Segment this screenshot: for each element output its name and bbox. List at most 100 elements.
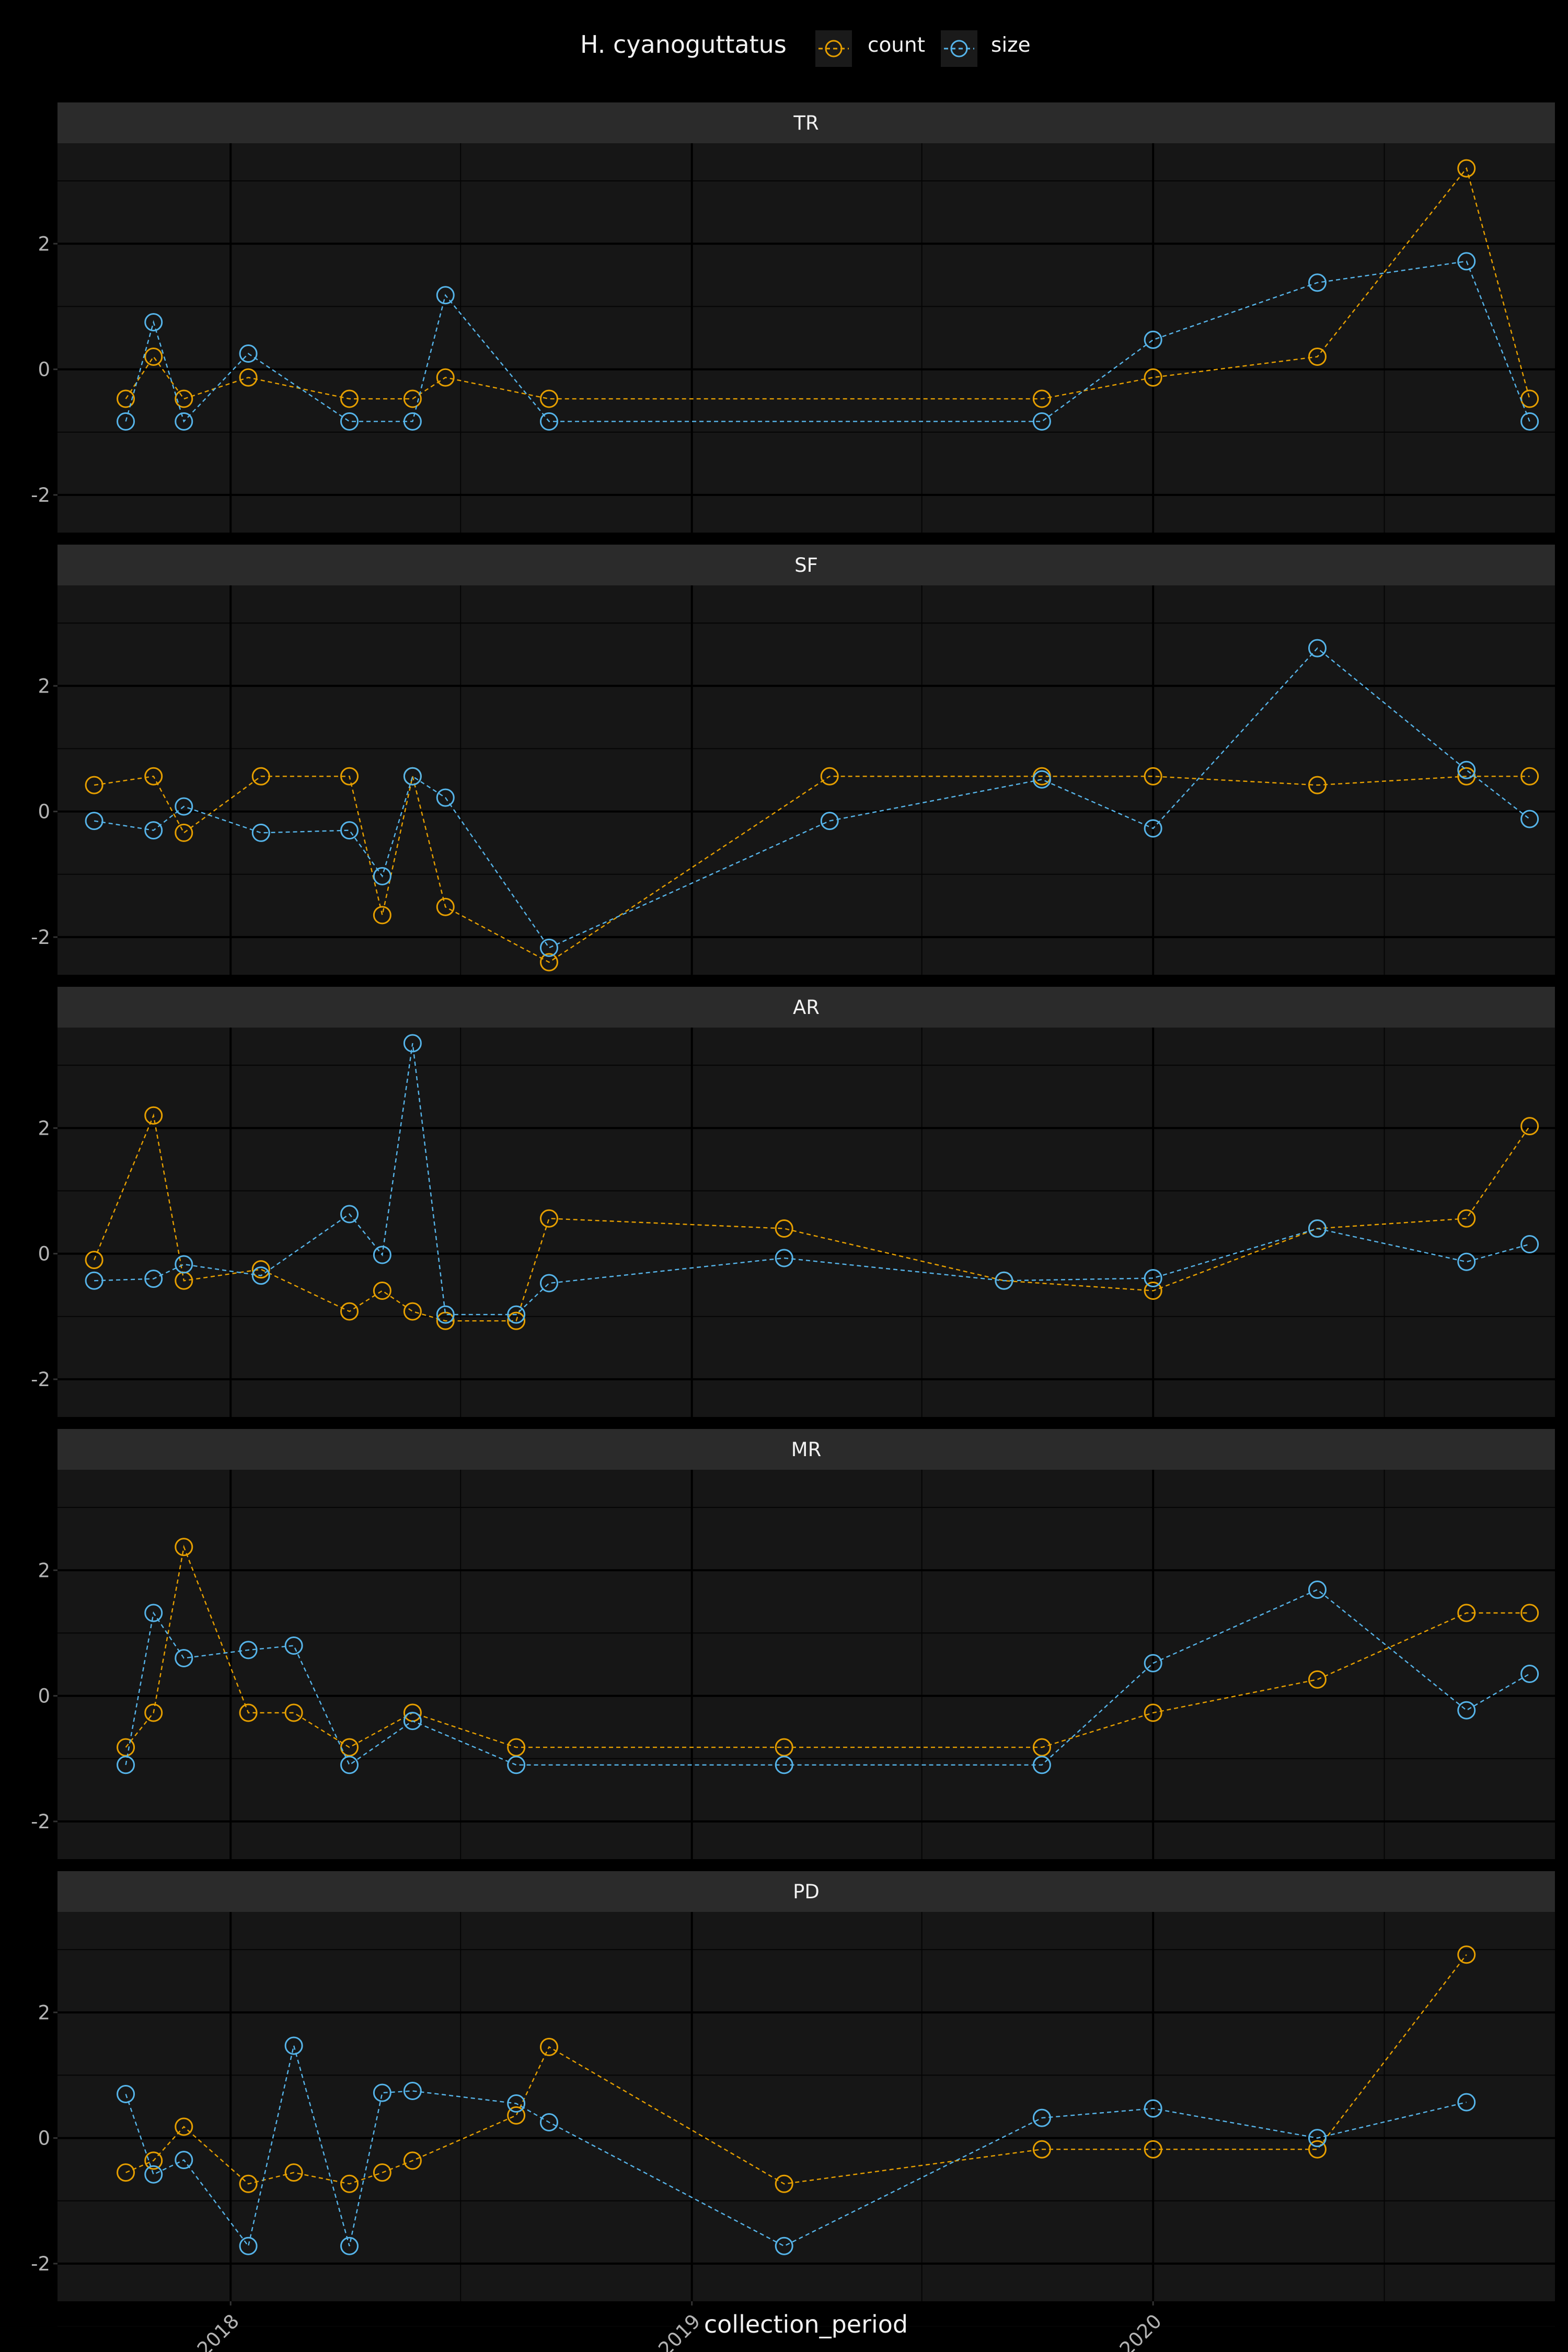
series-count-mr bbox=[117, 1538, 1539, 1757]
legend-key-size bbox=[941, 30, 977, 67]
point-count bbox=[117, 2163, 135, 2182]
point-size bbox=[340, 2236, 359, 2255]
point-size bbox=[1457, 2093, 1476, 2112]
point-count bbox=[1520, 1604, 1539, 1622]
y-tick-label: -2 bbox=[31, 926, 50, 949]
point-count bbox=[539, 1209, 558, 1228]
point-count bbox=[1032, 2140, 1051, 2159]
point-count bbox=[340, 389, 359, 408]
point-size bbox=[1144, 330, 1162, 349]
y-tick-label: -2 bbox=[31, 1368, 50, 1391]
x-axis-title: collection_period bbox=[704, 2310, 908, 2338]
point-size bbox=[1457, 1252, 1476, 1271]
point-size bbox=[175, 1648, 193, 1667]
point-size bbox=[436, 1305, 455, 1324]
point-count bbox=[175, 389, 193, 408]
gridlines-pd bbox=[57, 1912, 1555, 2327]
legend-label-size: size bbox=[991, 33, 1031, 57]
legend: H. cyanoguttatus count size bbox=[580, 30, 1031, 67]
point-size bbox=[1144, 1269, 1162, 1287]
strip-label-tr: TR bbox=[793, 112, 818, 134]
point-count bbox=[820, 767, 839, 786]
panel-mr: MR -2 0 2 bbox=[31, 1429, 1555, 1885]
panel-ar: AR -2 0 2 bbox=[31, 987, 1555, 1443]
y-axis-ar: -2 0 2 bbox=[31, 1117, 57, 1391]
series-line-size bbox=[94, 1043, 1530, 1316]
point-size bbox=[507, 2094, 526, 2113]
point-count bbox=[340, 1302, 359, 1321]
y-axis-tr: -2 0 2 bbox=[31, 233, 57, 506]
point-size bbox=[403, 412, 422, 431]
point-size bbox=[251, 1266, 270, 1285]
point-count bbox=[1457, 1945, 1476, 1964]
strip-sf bbox=[57, 545, 1555, 585]
strip-label-pd: PD bbox=[793, 1881, 820, 1903]
point-size bbox=[175, 1255, 193, 1274]
y-tick-label: 2 bbox=[38, 1559, 50, 1582]
strip-label-mr: MR bbox=[791, 1438, 822, 1461]
point-count bbox=[144, 348, 163, 366]
y-tick-label: -2 bbox=[31, 1811, 50, 1833]
point-size bbox=[403, 1034, 422, 1053]
plot-area-ar bbox=[57, 1028, 1555, 1417]
strip-tr bbox=[57, 102, 1555, 143]
point-size bbox=[85, 1271, 103, 1290]
y-axis-mr: -2 0 2 bbox=[31, 1559, 57, 1833]
point-count bbox=[403, 389, 422, 408]
point-size bbox=[507, 1305, 526, 1324]
strip-mr bbox=[57, 1429, 1555, 1470]
point-count bbox=[340, 2174, 359, 2193]
point-size bbox=[144, 1270, 163, 1288]
point-count bbox=[1308, 2140, 1327, 2159]
point-count bbox=[175, 2117, 193, 2136]
series-line-count bbox=[93, 1113, 1530, 1322]
point-count bbox=[403, 2151, 422, 2170]
point-size bbox=[1520, 1665, 1539, 1684]
point-size bbox=[340, 412, 359, 431]
point-size bbox=[175, 412, 193, 431]
point-count bbox=[1520, 1117, 1539, 1136]
point-count bbox=[117, 1738, 135, 1757]
point-size bbox=[1308, 639, 1327, 658]
point-size bbox=[175, 2151, 193, 2170]
series-line-size bbox=[125, 260, 1530, 423]
point-count bbox=[175, 1538, 193, 1557]
y-tick-label: 0 bbox=[38, 1685, 50, 1708]
point-count bbox=[117, 389, 135, 408]
point-count bbox=[175, 823, 193, 842]
point-count bbox=[1308, 1670, 1327, 1689]
point-size bbox=[373, 2083, 391, 2102]
point-count bbox=[539, 953, 558, 972]
series-size-mr bbox=[117, 1581, 1539, 1774]
legend-marker-count bbox=[825, 40, 843, 57]
plot-area-mr bbox=[57, 1470, 1555, 1859]
point-size bbox=[175, 797, 193, 816]
point-count bbox=[1144, 2140, 1162, 2159]
point-count bbox=[239, 1703, 258, 1722]
point-count bbox=[144, 1703, 163, 1722]
point-count bbox=[436, 368, 455, 387]
point-size bbox=[775, 1756, 793, 1774]
point-count bbox=[1308, 348, 1327, 366]
point-size bbox=[1520, 412, 1539, 431]
point-size bbox=[507, 1756, 526, 1774]
point-size bbox=[239, 1641, 258, 1659]
point-count bbox=[373, 1281, 391, 1300]
point-count bbox=[1144, 767, 1162, 786]
point-size bbox=[403, 1712, 422, 1731]
strip-label-ar: AR bbox=[793, 996, 820, 1019]
point-count bbox=[1457, 1604, 1476, 1622]
point-size bbox=[1032, 1756, 1051, 1774]
point-size bbox=[403, 767, 422, 786]
point-size bbox=[1457, 252, 1476, 271]
point-size bbox=[340, 1756, 359, 1774]
y-tick-label: -2 bbox=[31, 2253, 50, 2275]
strip-pd bbox=[57, 1871, 1555, 1912]
series-line-size bbox=[125, 1589, 1530, 1766]
point-count bbox=[403, 1302, 422, 1321]
series-size-sf bbox=[85, 639, 1539, 957]
point-count bbox=[239, 2174, 258, 2193]
point-size bbox=[144, 313, 163, 331]
point-count bbox=[1144, 368, 1162, 387]
